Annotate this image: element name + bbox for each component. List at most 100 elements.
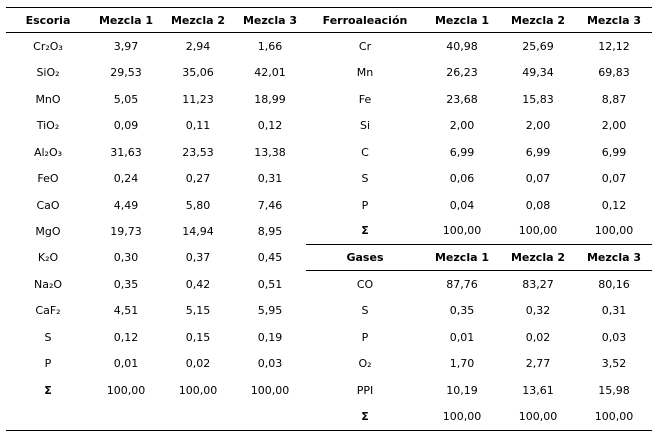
row-label: K₂O <box>37 251 59 265</box>
table-row: FeO 0,24 0,27 0,31 <box>6 165 306 191</box>
table-row: S 0,06 0,07 0,07 <box>306 165 652 191</box>
value-cell: 100,00 <box>518 224 558 238</box>
value-cell: 0,35 <box>113 277 139 291</box>
table-row: Mn 26,23 49,34 69,83 <box>306 59 652 85</box>
row-label: CO <box>356 277 374 291</box>
table-row: MnO 5,05 11,23 18,99 <box>6 86 306 112</box>
value-cell: 0,30 <box>113 251 139 265</box>
value-cell: 4,49 <box>113 198 139 212</box>
row-label: S <box>361 172 369 186</box>
value-cell: 1,70 <box>449 357 475 371</box>
column-header-mezcla1: Mezcla 1 <box>98 13 153 27</box>
value-cell: 0,42 <box>185 277 211 291</box>
row-label: P <box>44 357 52 371</box>
value-cell: 0,24 <box>113 172 139 186</box>
table-row: Na₂O 0,35 0,42 0,51 <box>6 271 306 297</box>
column-header-mezcla2: Mezcla 2 <box>510 13 565 27</box>
value-cell: 2,00 <box>601 119 627 133</box>
row-label-sigma: Σ <box>361 224 369 238</box>
value-cell: 23,68 <box>446 92 478 106</box>
sum-row: Σ 100,00 100,00 100,00 <box>306 218 652 245</box>
value-cell: 15,98 <box>598 383 630 397</box>
row-label: SiO₂ <box>36 66 60 80</box>
value-cell: 100,00 <box>442 410 482 424</box>
column-header-gases: Gases <box>346 250 384 264</box>
row-label: MnO <box>35 92 61 106</box>
row-label: S <box>44 330 52 344</box>
value-cell: 6,99 <box>525 145 551 159</box>
value-cell: 0,01 <box>449 330 475 344</box>
value-cell: 2,00 <box>449 119 475 133</box>
column-header-mezcla2: Mezcla 2 <box>170 13 225 27</box>
table-row: Cr 40,98 25,69 12,12 <box>306 33 652 59</box>
value-cell: 100,00 <box>518 410 558 424</box>
spacer-row <box>6 404 306 430</box>
value-cell: 12,12 <box>598 39 630 53</box>
value-cell: 69,83 <box>598 66 630 80</box>
value-cell: 0,19 <box>257 330 283 344</box>
value-cell: 31,63 <box>110 145 142 159</box>
value-cell: 4,51 <box>113 304 139 318</box>
value-cell: 3,97 <box>113 39 139 53</box>
row-label: P <box>361 330 369 344</box>
table-row: TiO₂ 0,09 0,11 0,12 <box>6 112 306 138</box>
table-row: Fe 23,68 15,83 8,87 <box>306 86 652 112</box>
row-label: FeO <box>37 172 59 186</box>
value-cell: 13,38 <box>254 145 286 159</box>
table-row: CaO 4,49 5,80 7,46 <box>6 192 306 218</box>
value-cell: 5,15 <box>185 304 211 318</box>
value-cell: 14,94 <box>182 224 214 238</box>
table-row: MgO 19,73 14,94 8,95 <box>6 218 306 244</box>
table-row: K₂O 0,30 0,37 0,45 <box>6 245 306 271</box>
row-label: C <box>361 145 369 159</box>
ferroaleacion-header-row: Ferroaleación Mezcla 1 Mezcla 2 Mezcla 3 <box>306 8 652 33</box>
table-row: S 0,35 0,32 0,31 <box>306 298 652 324</box>
row-label: Al₂O₃ <box>33 145 63 159</box>
column-header-mezcla2: Mezcla 2 <box>510 250 565 264</box>
value-cell: 42,01 <box>254 66 286 80</box>
value-cell: 23,53 <box>182 145 214 159</box>
table-row: P 0,04 0,08 0,12 <box>306 192 652 218</box>
value-cell: 35,06 <box>182 66 214 80</box>
value-cell: 0,08 <box>525 198 551 212</box>
row-label: Si <box>359 119 371 133</box>
value-cell: 100,00 <box>178 383 218 397</box>
value-cell: 100,00 <box>594 410 634 424</box>
escoria-header-row: Escoria Mezcla 1 Mezcla 2 Mezcla 3 <box>6 8 306 33</box>
value-cell: 0,12 <box>257 119 283 133</box>
value-cell: 6,99 <box>601 145 627 159</box>
value-cell: 25,69 <box>522 39 554 53</box>
value-cell: 5,05 <box>113 92 139 106</box>
value-cell: 80,16 <box>598 277 630 291</box>
value-cell: 0,02 <box>525 330 551 344</box>
value-cell: 0,03 <box>257 357 283 371</box>
column-header-mezcla3: Mezcla 3 <box>586 250 641 264</box>
value-cell: 0,11 <box>185 119 211 133</box>
value-cell: 0,02 <box>185 357 211 371</box>
value-cell: 11,23 <box>182 92 214 106</box>
value-cell: 5,80 <box>185 198 211 212</box>
value-cell: 0,04 <box>449 198 475 212</box>
value-cell: 100,00 <box>106 383 146 397</box>
table-row: P 0,01 0,02 0,03 <box>6 351 306 377</box>
ferroaleacion-gases-table: Ferroaleación Mezcla 1 Mezcla 2 Mezcla 3… <box>306 7 652 431</box>
column-header-mezcla3: Mezcla 3 <box>586 13 641 27</box>
column-header-mezcla3: Mezcla 3 <box>242 13 297 27</box>
value-cell: 40,98 <box>446 39 478 53</box>
row-label: TiO₂ <box>36 119 60 133</box>
table-row: CO 87,76 83,27 80,16 <box>306 271 652 297</box>
value-cell: 8,87 <box>601 92 627 106</box>
value-cell: 0,07 <box>601 172 627 186</box>
value-cell: 8,95 <box>257 224 283 238</box>
value-cell: 2,00 <box>525 119 551 133</box>
value-cell: 5,95 <box>257 304 283 318</box>
value-cell: 0,27 <box>185 172 211 186</box>
table-row: Si 2,00 2,00 2,00 <box>306 112 652 138</box>
value-cell: 0,32 <box>525 304 551 318</box>
row-label: CaO <box>36 198 60 212</box>
row-label: Cr <box>358 39 372 53</box>
row-label: Cr₂O₃ <box>33 39 63 53</box>
value-cell: 7,46 <box>257 198 283 212</box>
row-label: O₂ <box>358 357 372 371</box>
